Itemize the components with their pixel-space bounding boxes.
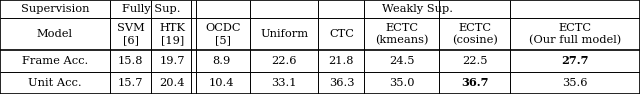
Text: Uniform: Uniform: [260, 29, 308, 39]
Text: 19.7: 19.7: [159, 56, 185, 66]
Text: ECTC
(cosine): ECTC (cosine): [452, 23, 498, 45]
Text: 33.1: 33.1: [271, 78, 297, 88]
Text: SVM
[6]: SVM [6]: [116, 23, 145, 45]
Text: 35.0: 35.0: [389, 78, 415, 88]
Text: 15.7: 15.7: [118, 78, 143, 88]
Text: CTC: CTC: [329, 29, 354, 39]
Text: 22.5: 22.5: [462, 56, 488, 66]
Text: Unit Acc.: Unit Acc.: [28, 78, 82, 88]
Text: 10.4: 10.4: [209, 78, 234, 88]
Text: 35.6: 35.6: [563, 78, 588, 88]
Text: 27.7: 27.7: [561, 55, 589, 66]
Text: 21.8: 21.8: [329, 56, 354, 66]
Text: ECTC
(kmeans): ECTC (kmeans): [375, 23, 429, 45]
Text: 36.7: 36.7: [461, 77, 488, 88]
Text: 8.9: 8.9: [212, 56, 231, 66]
Text: 15.8: 15.8: [118, 56, 143, 66]
Text: Model: Model: [37, 29, 73, 39]
Text: Weakly Sup.: Weakly Sup.: [382, 4, 453, 14]
Text: Frame Acc.: Frame Acc.: [22, 56, 88, 66]
Text: OCDC
[5]: OCDC [5]: [205, 23, 241, 45]
Text: 24.5: 24.5: [389, 56, 415, 66]
Text: Supervision: Supervision: [20, 4, 89, 14]
Text: HTK
[19]: HTK [19]: [159, 23, 186, 45]
Text: 20.4: 20.4: [159, 78, 185, 88]
Text: ECTC
(Our full model): ECTC (Our full model): [529, 23, 621, 45]
Text: 22.6: 22.6: [271, 56, 297, 66]
Text: Fully Sup.: Fully Sup.: [122, 4, 180, 14]
Text: 36.3: 36.3: [329, 78, 354, 88]
